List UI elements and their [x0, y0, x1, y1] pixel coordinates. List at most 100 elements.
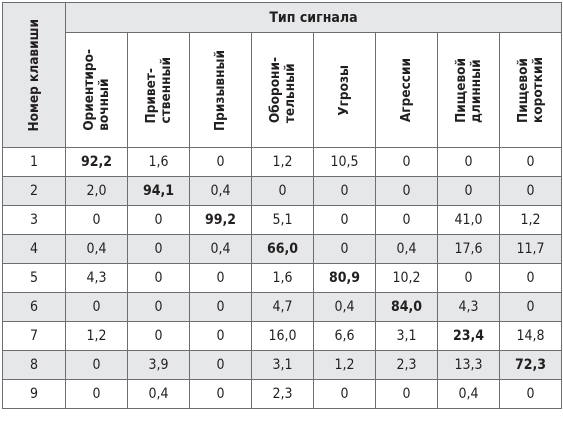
value-cell: 3,1 [375, 321, 438, 351]
column-header: Пищевой короткий [499, 32, 562, 148]
key-number-cell: 5 [2, 263, 66, 293]
table-row: 8 0 3,9 0 3,1 1,2 2,3 13,3 72,3 [2, 350, 562, 380]
value-cell: 2,0 [65, 176, 128, 206]
value-cell: 3,1 [251, 350, 314, 380]
value-cell: 0 [189, 263, 252, 293]
value-cell: 0 [189, 292, 252, 322]
table-row: 6 0 0 0 4,7 0,4 84,0 4,3 0 [2, 292, 562, 322]
value-cell: 0,4 [189, 176, 252, 206]
table-row: 5 4,3 0 0 1,6 80,9 10,2 0 0 [2, 263, 562, 293]
value-cell: 1,6 [127, 147, 190, 177]
column-header: Призывный [189, 32, 252, 148]
column-header-label: Пищевой длинный [452, 57, 484, 123]
value-cell: 0,4 [437, 379, 500, 409]
column-header-label: Привет- ственный [142, 56, 174, 124]
value-cell: 0 [189, 147, 252, 177]
value-cell: 0 [499, 147, 562, 177]
value-cell: 0,4 [127, 379, 190, 409]
value-cell: 94,1 [127, 176, 190, 206]
value-cell: 0 [313, 205, 376, 235]
value-cell: 4,3 [65, 263, 128, 293]
value-cell: 10,5 [313, 147, 376, 177]
row-header-label: Номер клавиши [25, 18, 42, 132]
value-cell: 23,4 [437, 321, 500, 351]
signal-table: Номер клавиши Тип сигнала Ориентиро- воч… [2, 1, 562, 409]
value-cell: 0 [437, 147, 500, 177]
column-header: Угрозы [313, 32, 376, 148]
value-cell: 72,3 [499, 350, 562, 380]
group-header: Тип сигнала [65, 1, 562, 34]
value-cell: 0 [65, 350, 128, 380]
value-cell: 0 [375, 205, 438, 235]
value-cell: 0 [127, 263, 190, 293]
value-cell: 0,4 [375, 234, 438, 264]
value-cell: 0 [499, 292, 562, 322]
table-row: 2 2,0 94,1 0,4 0 0 0 0 0 [2, 176, 562, 206]
column-header: Агрессии [375, 32, 438, 148]
value-cell: 1,2 [313, 350, 376, 380]
key-number-cell: 4 [2, 234, 66, 264]
value-cell: 4,3 [437, 292, 500, 322]
key-number-cell: 9 [2, 379, 66, 409]
value-cell: 0 [313, 176, 376, 206]
key-number-cell: 6 [2, 292, 66, 322]
value-cell: 0 [499, 263, 562, 293]
value-cell: 17,6 [437, 234, 500, 264]
column-header-label: Призывный [212, 49, 228, 131]
value-cell: 0 [189, 350, 252, 380]
table-row: 3 0 0 99,2 5,1 0 0 41,0 1,2 [2, 205, 562, 235]
value-cell: 4,7 [251, 292, 314, 322]
value-cell: 6,6 [313, 321, 376, 351]
column-header-label: Ориентиро- вочный [80, 49, 112, 131]
value-cell: 0,4 [65, 234, 128, 264]
key-number-cell: 2 [2, 176, 66, 206]
key-number-cell: 7 [2, 321, 66, 351]
value-cell: 14,8 [499, 321, 562, 351]
value-cell: 13,3 [437, 350, 500, 380]
value-cell: 0 [127, 234, 190, 264]
value-cell: 0 [127, 321, 190, 351]
value-cell: 0 [499, 176, 562, 206]
value-cell: 1,2 [65, 321, 128, 351]
value-cell: 0 [313, 234, 376, 264]
value-cell: 0 [437, 263, 500, 293]
value-cell: 0 [65, 205, 128, 235]
value-cell: 11,7 [499, 234, 562, 264]
value-cell: 0 [189, 321, 252, 351]
column-header-label: Угрозы [336, 64, 352, 116]
column-header-label: Оборони- тельный [266, 57, 298, 124]
column-header-label: Пищевой короткий [514, 57, 546, 124]
table-row: 1 92,2 1,6 0 1,2 10,5 0 0 0 [2, 147, 562, 177]
value-cell: 1,2 [499, 205, 562, 235]
value-cell: 0 [437, 176, 500, 206]
row-header-cell: Номер клавиши [2, 2, 66, 148]
value-cell: 99,2 [189, 205, 252, 235]
value-cell: 0 [189, 379, 252, 409]
value-cell: 2,3 [375, 350, 438, 380]
value-cell: 0 [65, 292, 128, 322]
key-number-cell: 3 [2, 205, 66, 235]
key-number-cell: 8 [2, 350, 66, 380]
value-cell: 41,0 [437, 205, 500, 235]
value-cell: 0 [127, 292, 190, 322]
value-cell: 0 [313, 379, 376, 409]
value-cell: 80,9 [313, 263, 376, 293]
value-cell: 84,0 [375, 292, 438, 322]
table-row: 7 1,2 0 0 16,0 6,6 3,1 23,4 14,8 [2, 321, 562, 351]
value-cell: 0 [375, 379, 438, 409]
column-header: Пищевой длинный [437, 32, 500, 148]
value-cell: 5,1 [251, 205, 314, 235]
value-cell: 10,2 [375, 263, 438, 293]
table-row: 9 0 0,4 0 2,3 0 0 0,4 0 [2, 379, 562, 409]
value-cell: 92,2 [65, 147, 128, 177]
value-cell: 66,0 [251, 234, 314, 264]
column-header: Оборони- тельный [251, 32, 314, 148]
column-header: Ориентиро- вочный [65, 32, 128, 148]
column-header-label: Агрессии [398, 58, 414, 123]
table-row: 4 0,4 0 0,4 66,0 0 0,4 17,6 11,7 [2, 234, 562, 264]
value-cell: 16,0 [251, 321, 314, 351]
value-cell: 0 [499, 379, 562, 409]
value-cell: 0 [375, 176, 438, 206]
value-cell: 0,4 [313, 292, 376, 322]
value-cell: 2,3 [251, 379, 314, 409]
